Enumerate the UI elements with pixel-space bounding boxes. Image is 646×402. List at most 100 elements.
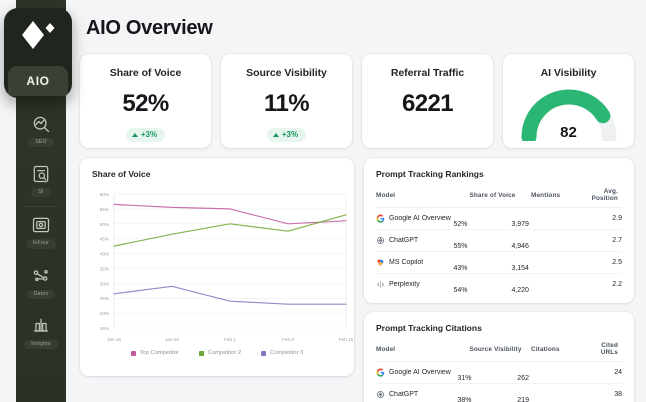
svg-text:40%: 40% — [100, 252, 109, 257]
svg-text:Feb 8: Feb 8 — [282, 337, 294, 342]
column-header: Source Visibility — [469, 342, 531, 362]
model-cell: Perplexity — [376, 274, 469, 296]
legend-label: Competitor 3 — [270, 350, 304, 356]
sidebar-item-label: InFour — [25, 239, 57, 249]
legend-color-swatch — [261, 350, 267, 356]
kpi-delta-label: +3% — [281, 130, 299, 139]
share-of-voice-panel: Share of Voice 60% 55% 50% 45% 40% 35% 30% 25% 2… — [80, 158, 354, 376]
network-nodes-icon — [30, 265, 52, 287]
citations-value: 219 — [517, 396, 529, 402]
table-row[interactable]: MS Copilot 43% 3,154 2.5 — [376, 251, 622, 274]
kpi-title: Referral Traffic — [390, 67, 465, 79]
kpi-card-share-of-voice: Share of Voice 52% +3% — [80, 54, 211, 148]
openai-icon — [376, 236, 385, 245]
triangle-up-icon — [272, 133, 279, 137]
mentions-cell: 3,979 — [511, 207, 590, 230]
main-content: AIO Overview Share of Voice 52% +3% Sour… — [66, 0, 646, 402]
kpi-card-referral-traffic: Referral Traffic 6221 — [362, 54, 493, 148]
panel-title: Share of Voice — [92, 169, 151, 179]
legend-item[interactable]: Competitor 2 — [198, 350, 242, 356]
perplexity-icon — [376, 280, 385, 289]
legend-color-swatch — [130, 350, 136, 356]
table-row[interactable]: Google AI Overview 52% 3,979 2.9 — [376, 207, 622, 230]
mentions-cell: 4,220 — [511, 274, 590, 296]
table-row[interactable]: ChatGPT 55% 4,946 2.7 — [376, 229, 622, 252]
model-name: Perplexity — [389, 281, 420, 288]
sidebar-item-label: Insights — [24, 339, 58, 350]
column-header: Model — [376, 342, 470, 362]
source-visibility-cell: 38% — [457, 384, 531, 402]
legend-item[interactable]: Competitor 3 — [261, 350, 303, 356]
share-of-voice-cell: 52% — [453, 207, 531, 230]
cited-urls-value: 38 — [614, 391, 622, 398]
avg-position-value: 2.7 — [590, 229, 622, 252]
share-of-voice-value: 55% — [453, 242, 468, 250]
table-row[interactable]: Google AI Overview 31% 262 24 — [376, 361, 622, 384]
rankings-table: Model Share of Voice Mentions Avg. Posit… — [376, 188, 622, 295]
brand-label: AIO — [8, 66, 68, 96]
kpi-delta-badge: +3% — [266, 128, 307, 142]
citations-value: 262 — [517, 374, 529, 382]
sidebar-item-label: Datos — [26, 289, 56, 299]
kpi-row: Share of Voice 52% +3% Source Visibility… — [80, 54, 634, 148]
legend-item[interactable]: Top Competitor — [130, 350, 179, 356]
sidebar-item-infour[interactable]: InFour — [16, 207, 66, 254]
panel-title: Prompt Tracking Citations — [376, 323, 482, 333]
kpi-value: 11% — [264, 90, 310, 117]
table-row[interactable]: Perplexity 54% 4,220 2.2 — [376, 274, 622, 296]
bar-chart-icon — [30, 315, 52, 337]
column-header: Avg. Position — [590, 188, 622, 208]
sidebar-item-datos[interactable]: Datos — [16, 258, 66, 305]
kpi-delta-label: +3% — [140, 130, 158, 139]
svg-text:20%: 20% — [100, 311, 109, 316]
legend-color-swatch — [198, 350, 204, 356]
kpi-value: 52% — [122, 90, 169, 117]
kpi-card-ai-visibility: AI Visibility 82 — [503, 54, 634, 148]
share-of-voice-cell: 55% — [453, 229, 531, 252]
source-visibility-value: 31% — [457, 374, 472, 382]
kpi-value: 6221 — [402, 90, 454, 117]
document-search-icon — [30, 163, 52, 185]
column-header: Citations — [530, 342, 590, 362]
gauge-value: 82 — [560, 124, 577, 141]
avg-position-value: 2.5 — [590, 251, 622, 274]
copilot-icon — [376, 258, 385, 267]
lower-grid: Share of Voice 60% 55% 50% 45% 40% 35% 30% 25% 2… — [80, 158, 634, 402]
table-row[interactable]: ChatGPT 38% 219 38 — [376, 384, 622, 402]
chart-legend: Top Competitor Competitor 2 Competitor 3 — [80, 350, 354, 356]
tables-column: Prompt Tracking Rankings Model Share of … — [364, 158, 634, 402]
openai-icon — [376, 390, 385, 399]
svg-text:Jan 25: Jan 25 — [165, 337, 179, 342]
brand-card[interactable]: AIO — [4, 8, 72, 98]
sidebar-item-label: SI — [31, 188, 51, 198]
column-header: Model — [376, 188, 470, 208]
svg-text:60%: 60% — [100, 192, 109, 197]
triangle-up-icon — [131, 133, 138, 137]
sidebar-item-seo[interactable]: SEO — [16, 106, 66, 153]
share-of-voice-value: 43% — [453, 264, 468, 272]
avg-position-value: 2.9 — [590, 207, 622, 230]
model-name: ChatGPT — [389, 391, 419, 398]
citations-cell: 262 — [517, 361, 590, 384]
sidebar-item-label: SEO — [28, 138, 54, 148]
legend-label: Competitor 2 — [207, 350, 242, 356]
svg-text:30%: 30% — [100, 281, 109, 286]
model-cell: Google AI Overview — [376, 207, 470, 230]
prompt-tracking-citations-panel: Prompt Tracking Citations Model Source V… — [364, 312, 634, 402]
column-header: Cited URLs — [590, 342, 622, 362]
source-visibility-value: 38% — [457, 396, 472, 402]
svg-text:50%: 50% — [100, 222, 109, 227]
model-cell: MS Copilot — [376, 251, 470, 274]
share-of-voice-value: 54% — [453, 286, 468, 294]
mentions-value: 3,154 — [511, 264, 529, 272]
sidebar-item-insights[interactable]: Insights — [16, 308, 66, 355]
model-name: Google AI Overview — [389, 369, 451, 376]
table-header-row: Model Source Visibility Citations Cited … — [376, 342, 622, 362]
seo-search-icon — [30, 113, 52, 135]
mentions-value: 4,946 — [511, 242, 529, 250]
ai-visibility-gauge: 82 — [517, 85, 621, 141]
avg-position-value: 2.2 — [612, 281, 622, 288]
sidebar-divider — [24, 206, 58, 208]
sidebar-item-si[interactable]: SI — [16, 156, 66, 203]
